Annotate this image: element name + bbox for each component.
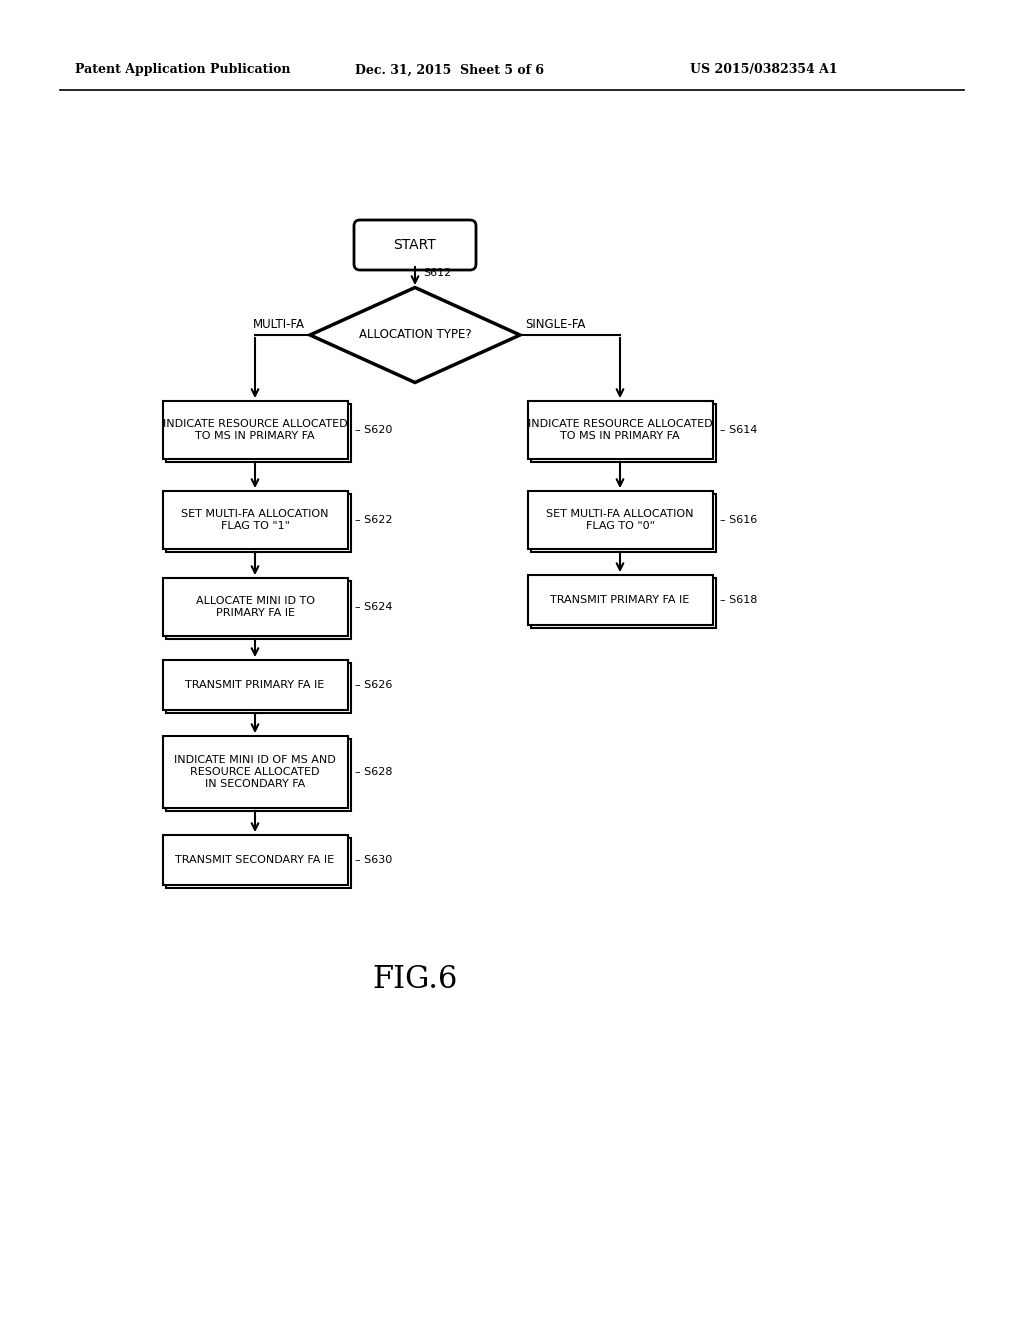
Bar [166, 739, 350, 810]
Bar [530, 494, 716, 552]
Text: ALLOCATION TYPE?: ALLOCATION TYPE? [358, 329, 471, 342]
Text: – S624: – S624 [355, 602, 392, 612]
Text: – S626: – S626 [355, 680, 392, 690]
Text: INDICATE RESOURCE ALLOCATED
TO MS IN PRIMARY FA: INDICATE RESOURCE ALLOCATED TO MS IN PRI… [527, 418, 713, 441]
Text: Dec. 31, 2015  Sheet 5 of 6: Dec. 31, 2015 Sheet 5 of 6 [355, 63, 544, 77]
Text: US 2015/0382354 A1: US 2015/0382354 A1 [690, 63, 838, 77]
Text: – S614: – S614 [720, 425, 758, 436]
Text: Patent Application Publication: Patent Application Publication [75, 63, 291, 77]
Bar [166, 404, 350, 462]
Text: START: START [393, 238, 436, 252]
Bar [163, 737, 347, 808]
Text: – S618: – S618 [720, 595, 758, 605]
Text: ALLOCATE MINI ID TO
PRIMARY FA IE: ALLOCATE MINI ID TO PRIMARY FA IE [196, 595, 314, 618]
Text: FIG.6: FIG.6 [373, 965, 458, 995]
Bar [163, 578, 347, 636]
Text: INDICATE RESOURCE ALLOCATED
TO MS IN PRIMARY FA: INDICATE RESOURCE ALLOCATED TO MS IN PRI… [163, 418, 347, 441]
Bar [163, 660, 347, 710]
Text: MULTI-FA: MULTI-FA [253, 318, 305, 331]
Text: – S620: – S620 [355, 425, 392, 436]
Bar [166, 838, 350, 888]
Bar [530, 404, 716, 462]
FancyBboxPatch shape [354, 220, 476, 271]
Text: – S622: – S622 [355, 515, 392, 525]
Text: SET MULTI-FA ALLOCATION
FLAG TO "1": SET MULTI-FA ALLOCATION FLAG TO "1" [181, 508, 329, 531]
Text: – S616: – S616 [720, 515, 758, 525]
Text: S612: S612 [423, 268, 452, 279]
Text: TRANSMIT PRIMARY FA IE: TRANSMIT PRIMARY FA IE [550, 595, 689, 605]
Text: SINGLE-FA: SINGLE-FA [525, 318, 586, 331]
Bar [527, 576, 713, 624]
Bar [163, 491, 347, 549]
Text: – S628: – S628 [355, 767, 392, 777]
Bar [166, 581, 350, 639]
Text: TRANSMIT PRIMARY FA IE: TRANSMIT PRIMARY FA IE [185, 680, 325, 690]
Bar [530, 578, 716, 628]
Text: TRANSMIT SECONDARY FA IE: TRANSMIT SECONDARY FA IE [175, 855, 335, 865]
Bar [163, 836, 347, 884]
Bar [163, 401, 347, 459]
Bar [166, 663, 350, 713]
Text: INDICATE MINI ID OF MS AND
RESOURCE ALLOCATED
IN SECONDARY FA: INDICATE MINI ID OF MS AND RESOURCE ALLO… [174, 755, 336, 789]
Bar [527, 401, 713, 459]
Text: SET MULTI-FA ALLOCATION
FLAG TO "0": SET MULTI-FA ALLOCATION FLAG TO "0" [546, 508, 693, 531]
Text: – S630: – S630 [355, 855, 392, 865]
Bar [527, 491, 713, 549]
Bar [166, 494, 350, 552]
Polygon shape [310, 288, 520, 383]
